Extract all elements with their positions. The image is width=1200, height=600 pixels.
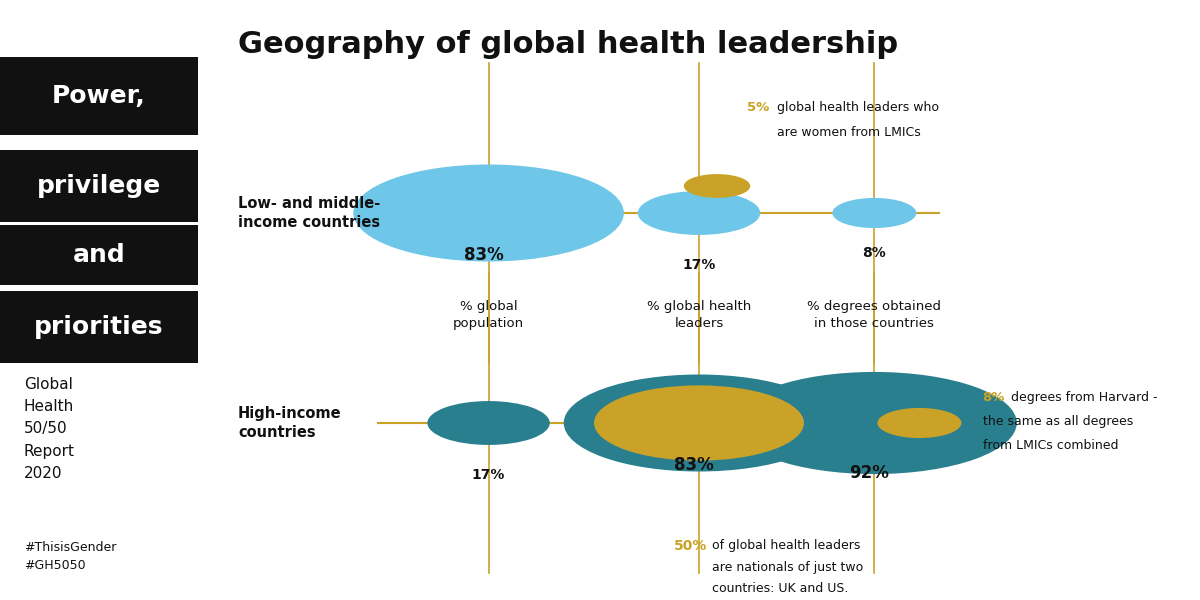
Text: are women from LMICs: are women from LMICs — [778, 125, 920, 139]
Text: global health leaders who: global health leaders who — [778, 101, 940, 115]
Text: Power,: Power, — [52, 84, 146, 108]
Text: degrees from Harvard -: degrees from Harvard - — [1010, 391, 1157, 404]
Text: 50%: 50% — [674, 539, 707, 553]
Ellipse shape — [684, 174, 750, 198]
Ellipse shape — [594, 385, 804, 461]
Ellipse shape — [427, 401, 550, 445]
Ellipse shape — [877, 408, 961, 438]
Text: 83%: 83% — [674, 456, 714, 474]
Text: priorities: priorities — [35, 315, 163, 339]
Ellipse shape — [833, 198, 917, 228]
Text: 5%: 5% — [748, 101, 769, 115]
Text: #ThisisGender
#GH5050: #ThisisGender #GH5050 — [24, 541, 116, 572]
FancyBboxPatch shape — [0, 225, 198, 285]
Text: are nationals of just two: are nationals of just two — [712, 560, 863, 574]
Text: from LMICs combined: from LMICs combined — [983, 439, 1118, 452]
Text: 83%: 83% — [463, 246, 504, 264]
FancyBboxPatch shape — [0, 150, 198, 222]
Text: 92%: 92% — [850, 464, 889, 482]
Ellipse shape — [637, 191, 761, 235]
Text: privilege: privilege — [37, 174, 161, 198]
Text: 8%: 8% — [983, 391, 1004, 404]
Text: 8%: 8% — [863, 246, 887, 260]
Text: and: and — [73, 243, 125, 267]
Text: Geography of global health leadership: Geography of global health leadership — [238, 30, 899, 59]
FancyBboxPatch shape — [0, 291, 198, 363]
Text: % global
population: % global population — [454, 300, 524, 330]
Ellipse shape — [564, 374, 834, 472]
Text: 17%: 17% — [683, 258, 715, 272]
Text: countries: UK and US.: countries: UK and US. — [712, 581, 848, 595]
Text: Low- and middle-
income countries: Low- and middle- income countries — [238, 196, 380, 230]
Ellipse shape — [353, 164, 624, 262]
Text: of global health leaders: of global health leaders — [712, 539, 860, 553]
Text: the same as all degrees: the same as all degrees — [983, 415, 1133, 428]
FancyBboxPatch shape — [0, 57, 198, 135]
Text: % global health
leaders: % global health leaders — [647, 300, 751, 330]
Text: High-income
countries: High-income countries — [238, 406, 342, 440]
Text: % degrees obtained
in those countries: % degrees obtained in those countries — [808, 300, 941, 330]
Ellipse shape — [732, 372, 1016, 474]
Text: Global
Health
50/50
Report
2020: Global Health 50/50 Report 2020 — [24, 377, 74, 481]
Text: 17%: 17% — [472, 468, 505, 482]
